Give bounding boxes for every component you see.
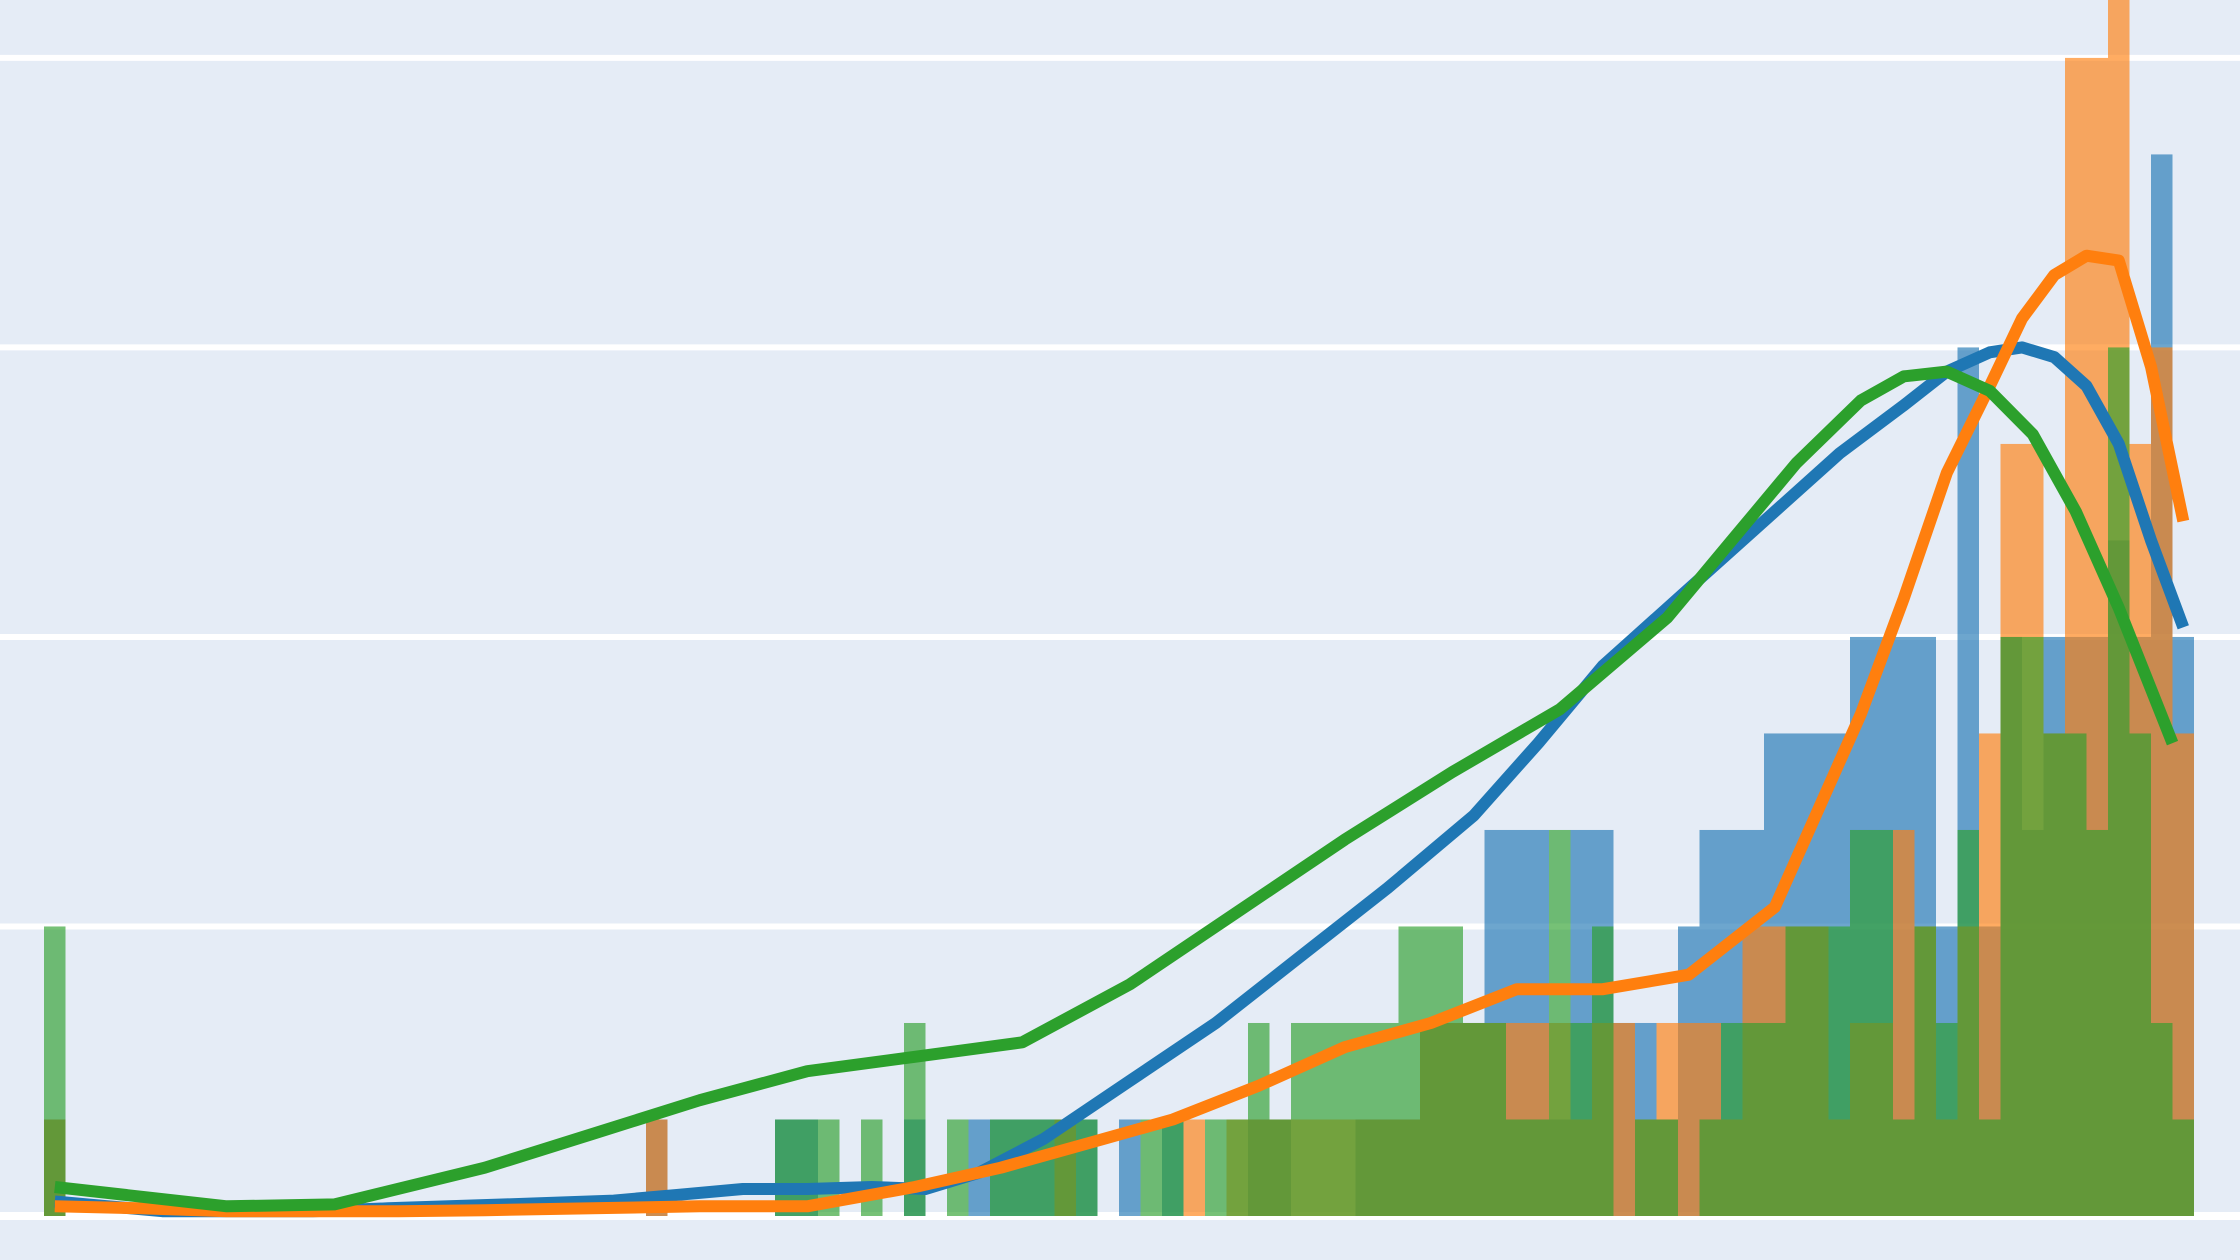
bar-series-2-bin-66 — [1463, 1022, 1485, 1216]
bar-series-2-bin-48 — [1076, 1119, 1098, 1216]
bar-series-2-bin-97 — [2129, 733, 2151, 1216]
bar-series-2-bin-80 — [1764, 1022, 1786, 1216]
bar-series-2-bin-89 — [1957, 829, 1979, 1216]
bar-series-2-bin-82 — [1807, 926, 1829, 1216]
bar-series-2-bin-78 — [1721, 1022, 1743, 1216]
bar-series-2-bin-79 — [1742, 1022, 1764, 1216]
bar-series-2-bin-58 — [1291, 1022, 1313, 1216]
bar-series-2-bin-65 — [1441, 926, 1463, 1216]
bar-series-2-bin-69 — [1527, 1119, 1549, 1216]
kde-line-series-1 — [54, 249, 2190, 1218]
series-2-bars — [44, 347, 2194, 1216]
bar-series-1-bin-53 — [1183, 1119, 1205, 1216]
bar-series-2-bin-63 — [1398, 926, 1420, 1216]
bar-series-2-bin-90 — [1979, 1119, 2001, 1216]
bar-series-2-bin-57 — [1269, 1119, 1291, 1216]
bar-series-2-bin-77 — [1699, 1119, 1721, 1216]
bar-series-2-bin-83 — [1828, 926, 1850, 1216]
bar-series-2-bin-84 — [1850, 829, 1872, 1216]
bar-series-2-bin-92 — [2022, 636, 2044, 1216]
bar-series-2-bin-96 — [2108, 347, 2130, 1216]
bar-series-2-bin-81 — [1785, 926, 1807, 1216]
bar-series-1-bin-73 — [1613, 1022, 1635, 1216]
bar-series-2-bin-0 — [44, 926, 66, 1216]
bar-series-2-bin-99 — [2172, 1119, 2194, 1216]
bar-series-2-bin-86 — [1893, 1119, 1915, 1216]
bar-series-1-bin-99 — [2172, 733, 2194, 1216]
bar-series-2-bin-94 — [2065, 733, 2087, 1216]
bar-series-2-bin-95 — [2086, 829, 2108, 1216]
histogram-bars — [44, 0, 2194, 1216]
kde-line-series-2 — [54, 365, 2179, 1213]
density-curves — [54, 249, 2190, 1218]
bar-series-2-bin-42 — [947, 1119, 969, 1216]
bar-series-2-bin-88 — [1936, 1022, 1958, 1216]
bar-series-2-bin-60 — [1334, 1022, 1356, 1216]
bar-series-2-bin-98 — [2151, 1022, 2173, 1216]
bar-series-2-bin-85 — [1871, 829, 1893, 1216]
bar-series-2-bin-87 — [1914, 926, 1936, 1216]
bar-series-1-bin-90 — [1979, 733, 2001, 1216]
bar-series-2-bin-52 — [1162, 1119, 1184, 1216]
bar-series-2-bin-67 — [1484, 1022, 1506, 1216]
bar-series-2-bin-51 — [1140, 1119, 1162, 1216]
bar-series-0-bin-50 — [1119, 1119, 1141, 1216]
bar-series-2-bin-64 — [1420, 926, 1442, 1216]
bar-series-2-bin-75 — [1656, 1119, 1678, 1216]
bar-series-2-bin-72 — [1592, 926, 1614, 1216]
bar-series-2-bin-59 — [1312, 1022, 1334, 1216]
bar-series-2-bin-71 — [1570, 1022, 1592, 1216]
bar-series-2-bin-74 — [1635, 1119, 1657, 1216]
bar-series-2-bin-61 — [1355, 1022, 1377, 1216]
bar-series-2-bin-40 — [904, 1022, 926, 1216]
bar-series-2-bin-91 — [2000, 636, 2022, 1216]
bar-series-1-bin-76 — [1678, 1022, 1700, 1216]
bar-series-2-bin-68 — [1506, 1119, 1528, 1216]
bar-series-2-bin-70 — [1549, 829, 1571, 1216]
bar-series-2-bin-56 — [1248, 1022, 1270, 1216]
bar-series-2-bin-93 — [2043, 733, 2065, 1216]
bar-series-2-bin-55 — [1226, 1119, 1248, 1216]
bar-series-2-bin-62 — [1377, 1022, 1399, 1216]
bar-series-2-bin-54 — [1205, 1119, 1227, 1216]
